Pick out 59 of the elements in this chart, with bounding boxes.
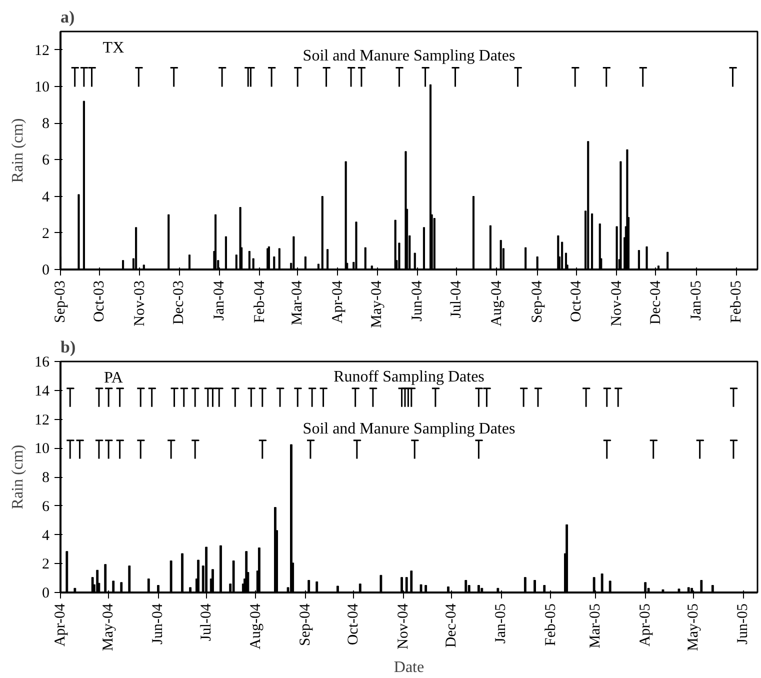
x-tick-label: Dec-03 xyxy=(171,280,188,325)
x-tick-label: Jan-04 xyxy=(211,280,228,320)
y-tick-label: 12 xyxy=(34,412,50,428)
y-tick-label: 8 xyxy=(42,116,50,132)
x-tick-label: Sep-03 xyxy=(52,280,68,323)
x-tick-label: Apr-05 xyxy=(637,603,654,647)
annotation: PA xyxy=(104,370,124,386)
x-tick-label: Jan-05 xyxy=(493,603,510,644)
x-tick-label: May-04 xyxy=(369,280,386,328)
x-tick-label: Oct-04 xyxy=(346,603,362,646)
x-tick-label: Apr-04 xyxy=(52,603,68,647)
x-tick-label: Aug-04 xyxy=(488,280,505,326)
x-tick-label: Mar-05 xyxy=(588,604,604,648)
series-label: Soil and Manure Sampling Dates xyxy=(302,420,516,438)
y-tick-label: 14 xyxy=(34,383,50,400)
x-tick-label: Jul-04 xyxy=(198,603,214,641)
x-tick-label: Feb-05 xyxy=(728,280,745,323)
x-tick-label: Jul-04 xyxy=(448,280,465,318)
chart-title: b) xyxy=(60,338,76,356)
x-tick-label: Sep-04 xyxy=(529,280,546,323)
y-tick-label: 8 xyxy=(42,470,50,486)
x-tick-label: Nov-04 xyxy=(395,603,412,650)
x-tick-label: Mar-04 xyxy=(290,280,306,326)
x-tick-label: Aug-04 xyxy=(248,603,264,650)
x-tick-label: Nov-03 xyxy=(132,280,148,326)
series-label: Runoff Sampling Dates xyxy=(334,368,484,386)
y-tick-label: 4 xyxy=(42,528,50,544)
y-tick-label: 6 xyxy=(42,498,50,515)
x-tick-label: May-05 xyxy=(685,603,702,651)
x-tick-label: Feb-04 xyxy=(252,280,268,323)
x-tick-label: Jun-04 xyxy=(409,280,426,322)
x-tick-label: Sep-04 xyxy=(298,603,314,646)
x-tick-label: Dec-04 xyxy=(443,603,460,648)
y-tick-label: 12 xyxy=(34,42,50,59)
x-tick-label: Dec-04 xyxy=(648,280,664,325)
x-tick-label: May-04 xyxy=(100,603,117,651)
x-tick-label: Nov-04 xyxy=(608,280,625,326)
y-tick-label: 4 xyxy=(42,189,50,206)
y-axis-title: Rain (cm) xyxy=(10,118,26,183)
y-tick-label: 0 xyxy=(42,262,50,278)
x-tick-label: Feb-05 xyxy=(542,603,559,646)
x-tick-label: Oct-04 xyxy=(568,280,584,322)
x-tick-label: Oct-03 xyxy=(92,280,108,322)
y-tick-label: 10 xyxy=(34,79,50,96)
x-tick-label: Jun-04 xyxy=(150,603,166,644)
y-tick-label: 6 xyxy=(42,152,50,169)
y-tick-label: 16 xyxy=(34,354,50,370)
y-tick-label: 2 xyxy=(42,556,50,573)
series-label: Soil and Manure Sampling Dates xyxy=(302,48,516,65)
x-tick-label: Jan-05 xyxy=(688,280,704,320)
y-tick-label: 0 xyxy=(42,586,50,602)
x-tick-label: Jun-05 xyxy=(735,603,752,644)
chart-title: a) xyxy=(60,8,75,26)
y-axis-title: Rain (cm) xyxy=(10,444,26,510)
y-tick-label: 2 xyxy=(42,226,50,242)
x-axis-title: Date xyxy=(394,658,424,676)
x-tick-label: Apr-04 xyxy=(330,280,346,324)
y-tick-label: 10 xyxy=(34,441,50,458)
annotation: TX xyxy=(102,40,125,56)
